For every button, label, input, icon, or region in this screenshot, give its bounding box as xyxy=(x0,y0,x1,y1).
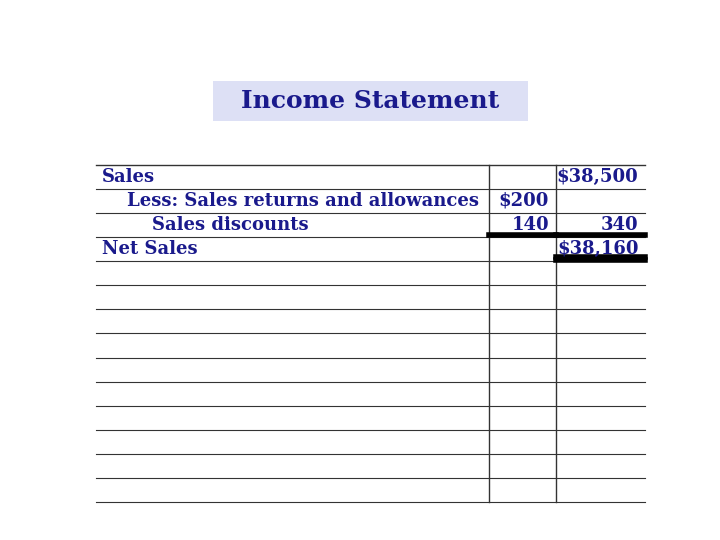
Text: $200: $200 xyxy=(499,192,549,210)
Text: Net Sales: Net Sales xyxy=(102,240,198,258)
Text: Income Statement: Income Statement xyxy=(241,89,500,113)
Text: 340: 340 xyxy=(601,216,639,234)
Text: Sales discounts: Sales discounts xyxy=(102,216,309,234)
Text: $38,500: $38,500 xyxy=(557,167,639,186)
Text: $38,160: $38,160 xyxy=(557,240,639,258)
Text: Sales: Sales xyxy=(102,167,156,186)
Text: Less: Sales returns and allowances: Less: Sales returns and allowances xyxy=(102,192,480,210)
FancyBboxPatch shape xyxy=(213,82,528,121)
Text: 140: 140 xyxy=(512,216,549,234)
